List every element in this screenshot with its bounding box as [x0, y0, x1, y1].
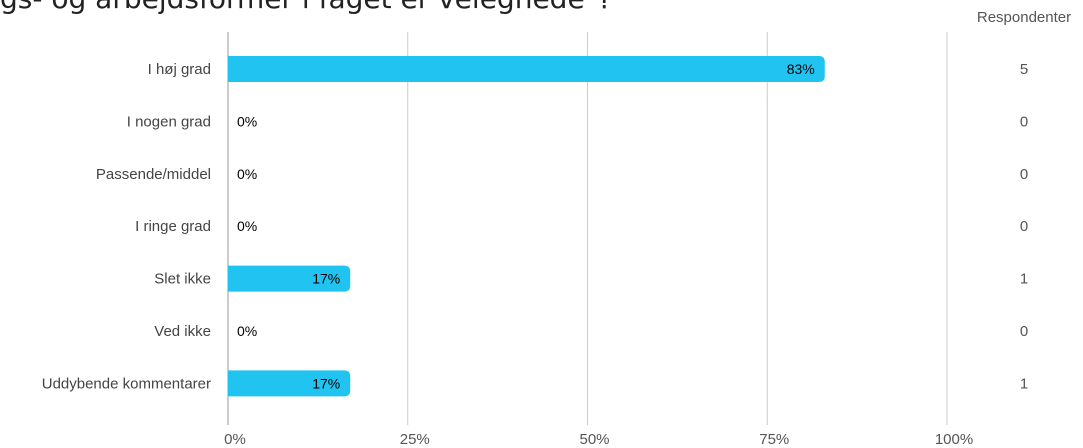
respondents-header: Respondenter [977, 9, 1071, 26]
x-tick-label: 75% [759, 431, 789, 448]
bar-value-label: 0% [237, 166, 257, 182]
bar [228, 370, 351, 397]
category-label: I høj grad [148, 61, 211, 78]
x-tick-label: 50% [579, 431, 609, 448]
respondents-count: 0 [1020, 113, 1028, 130]
bar [228, 265, 351, 292]
x-tick-label: 100% [935, 431, 973, 448]
x-tick-label: 25% [400, 431, 430, 448]
bar-layer [228, 56, 825, 397]
category-label: Ved ikke [154, 323, 211, 340]
chart-title: gs- og arbejdsformer i faget er velegned… [0, 0, 612, 15]
category-label: I ringe grad [135, 218, 211, 235]
respondents-count: 0 [1020, 323, 1028, 340]
bar-value-label: 0% [237, 323, 257, 339]
category-label: I nogen grad [127, 113, 211, 130]
respondents-count: 0 [1020, 218, 1028, 235]
x-tick-label: 0% [224, 431, 246, 448]
respondents-count: 5 [1020, 61, 1028, 78]
category-label: Uddybende kommentarer [42, 375, 211, 392]
bar-value-label: 0% [237, 218, 257, 234]
bar [228, 56, 825, 82]
grid-layer [227, 32, 948, 425]
category-label: Slet ikke [154, 271, 211, 288]
bar-value-label: 83% [787, 61, 815, 77]
respondents-count: 0 [1020, 166, 1028, 183]
category-label: Passende/middel [96, 166, 211, 183]
bar-value-label: 17% [312, 375, 340, 391]
bar-value-label: 17% [312, 271, 340, 287]
respondents-count: 1 [1020, 271, 1028, 288]
bar-value-label: 0% [237, 113, 257, 129]
label-layer: 0% 25% 50% 75% 100%I høj grad 83% 5I nogen gra… [42, 61, 1028, 448]
respondents-count: 1 [1020, 375, 1028, 392]
